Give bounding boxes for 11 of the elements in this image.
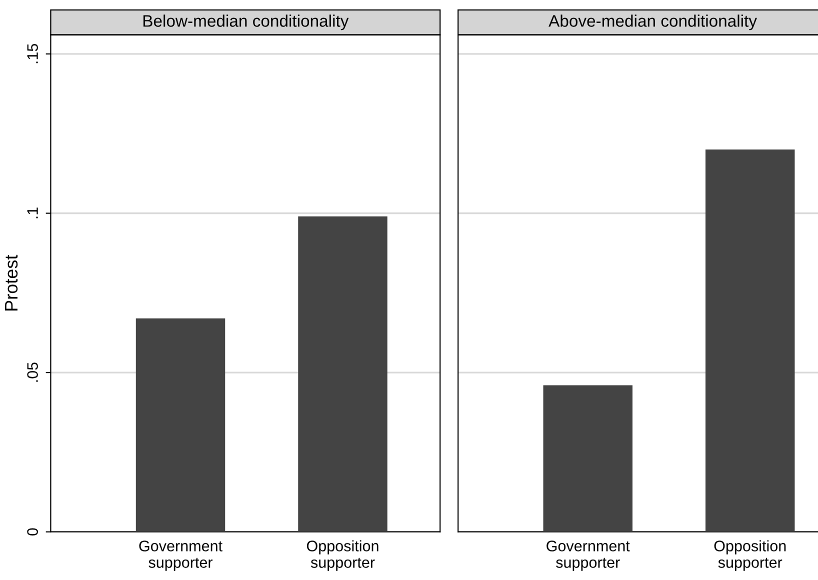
- x-tick-label: Government supporter: [546, 540, 630, 571]
- y-tick-label: .1: [27, 208, 38, 218]
- chart-title: Above-median conditionality: [548, 14, 757, 30]
- y-tick-label: 0: [27, 528, 38, 536]
- y-tick-label: .15: [27, 44, 38, 64]
- chart-title: Below-median conditionality: [143, 14, 349, 30]
- x-tick-label: Opposition supporter: [714, 540, 786, 571]
- y-axis-title: Protest: [5, 254, 18, 310]
- x-tick-label: Opposition supporter: [306, 540, 378, 571]
- x-tick-label: Government supporter: [139, 540, 222, 571]
- y-tick-label: .05: [27, 362, 38, 382]
